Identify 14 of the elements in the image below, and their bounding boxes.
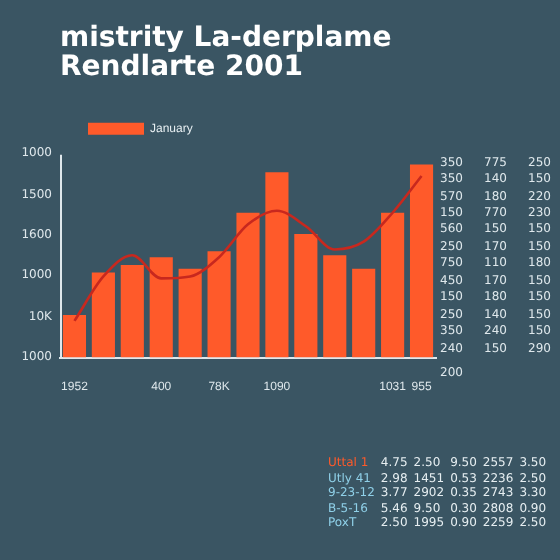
- bar: [120, 264, 144, 358]
- chart-title: mistrity La-derplame Rendlarte 2001: [60, 21, 392, 84]
- bar: [294, 233, 318, 358]
- bar: [323, 255, 347, 358]
- bar: [352, 268, 376, 358]
- bar: [91, 272, 115, 358]
- bar: [409, 164, 434, 358]
- bar: [381, 212, 405, 358]
- bar: [178, 268, 202, 358]
- bar: [236, 212, 260, 358]
- bar: [207, 251, 231, 358]
- bar: [149, 257, 173, 358]
- bar: [62, 315, 87, 358]
- bar: [265, 172, 289, 358]
